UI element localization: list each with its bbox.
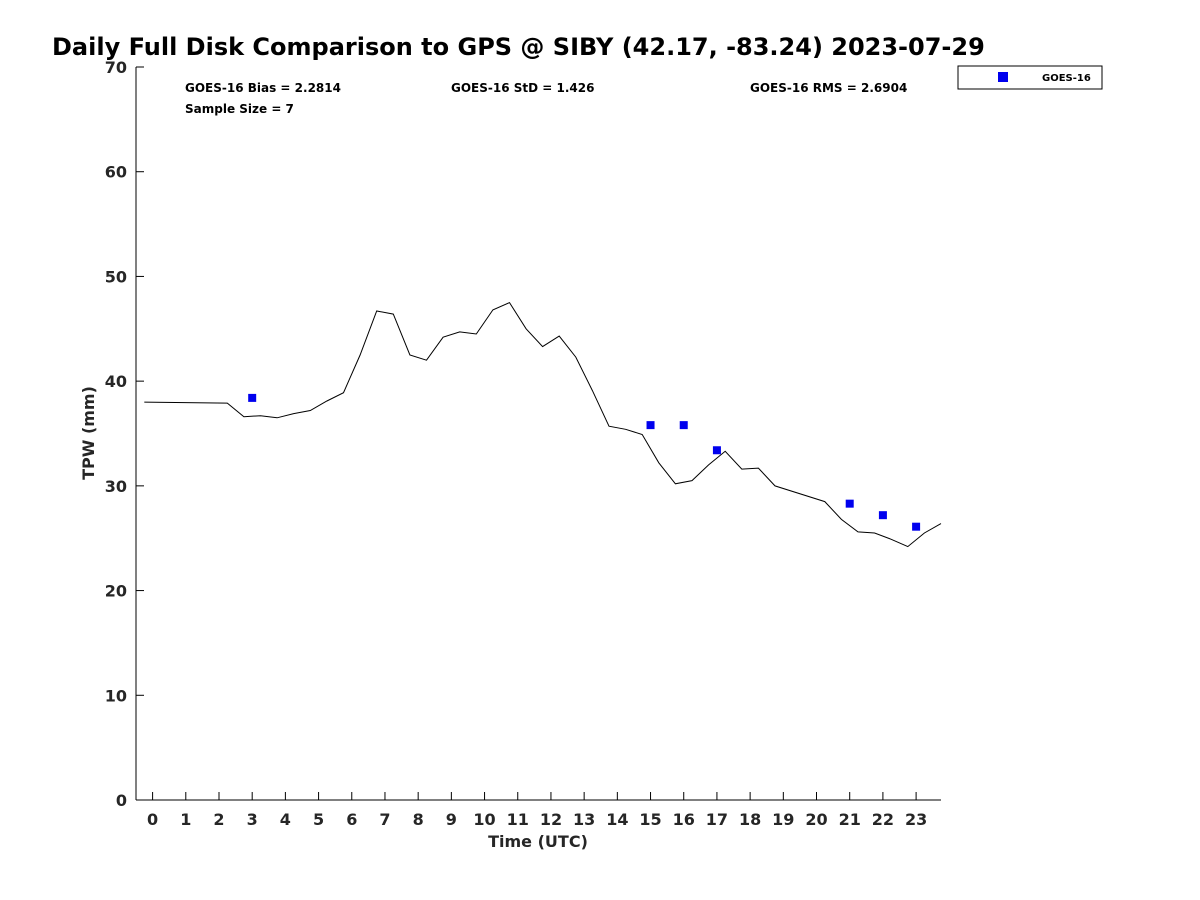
series-layer — [144, 301, 942, 548]
chart-title: Daily Full Disk Comparison to GPS @ SIBY… — [52, 33, 985, 61]
goes16-point — [712, 446, 721, 455]
legend-label-goes16: GOES-16 — [1042, 73, 1091, 84]
x-tick-label: 6 — [346, 810, 357, 829]
y-tick-label: 50 — [105, 267, 127, 286]
stat-sample-size: Sample Size = 7 — [185, 102, 294, 116]
goes16-point — [679, 421, 688, 430]
x-tick-label: 8 — [413, 810, 424, 829]
y-tick-label: 70 — [105, 58, 127, 77]
y-ticks: 0 10 20 30 40 50 60 70 — [105, 58, 144, 810]
y-tick-label: 40 — [105, 372, 127, 391]
x-tick-label: 12 — [540, 810, 562, 829]
goes16-point — [912, 522, 921, 531]
x-tick-label: 10 — [473, 810, 495, 829]
x-tick-label: 3 — [247, 810, 258, 829]
y-tick-label: 10 — [105, 686, 127, 705]
x-tick-label: 7 — [379, 810, 390, 829]
goes16-point — [845, 499, 854, 508]
y-axis-label: TPW (mm) — [79, 386, 98, 480]
x-tick-label: 1 — [180, 810, 191, 829]
x-tick-label: 19 — [772, 810, 794, 829]
x-axis-label: Time (UTC) — [488, 832, 588, 851]
x-tick-label: 21 — [839, 810, 861, 829]
stat-rms: GOES-16 RMS = 2.6904 — [750, 81, 907, 95]
stat-bias: GOES-16 Bias = 2.2814 — [185, 81, 341, 95]
y-tick-label: 30 — [105, 477, 127, 496]
y-tick-label: 60 — [105, 163, 127, 182]
x-tick-label: 4 — [280, 810, 291, 829]
legend: GOES-16 — [957, 65, 1103, 90]
x-tick-label: 20 — [805, 810, 827, 829]
x-tick-label: 15 — [639, 810, 661, 829]
x-tick-label: 9 — [446, 810, 457, 829]
x-tick-label: 11 — [507, 810, 529, 829]
x-tick-label: 17 — [706, 810, 728, 829]
legend-marker-goes16 — [998, 72, 1008, 82]
goes16-point — [646, 421, 655, 430]
x-ticks: 0 1 2 3 4 5 6 7 8 9 10 11 12 13 14 15 16 17 18 19 20 21 22 23 — [147, 792, 927, 829]
y-tick-label: 20 — [105, 582, 127, 601]
stat-std: GOES-16 StD = 1.426 — [451, 81, 594, 95]
x-tick-label: 5 — [313, 810, 324, 829]
goes16-point — [248, 393, 257, 402]
y-tick-label: 0 — [116, 791, 127, 810]
x-tick-label: 14 — [606, 810, 628, 829]
x-tick-label: 0 — [147, 810, 158, 829]
x-tick-label: 13 — [573, 810, 595, 829]
x-tick-label: 18 — [739, 810, 761, 829]
x-tick-label: 23 — [905, 810, 927, 829]
x-tick-label: 22 — [872, 810, 894, 829]
x-tick-label: 2 — [213, 810, 224, 829]
gps-tpw-line — [144, 301, 942, 548]
goes16-point — [878, 511, 887, 520]
legend-box — [957, 65, 1103, 90]
x-tick-label: 16 — [673, 810, 695, 829]
